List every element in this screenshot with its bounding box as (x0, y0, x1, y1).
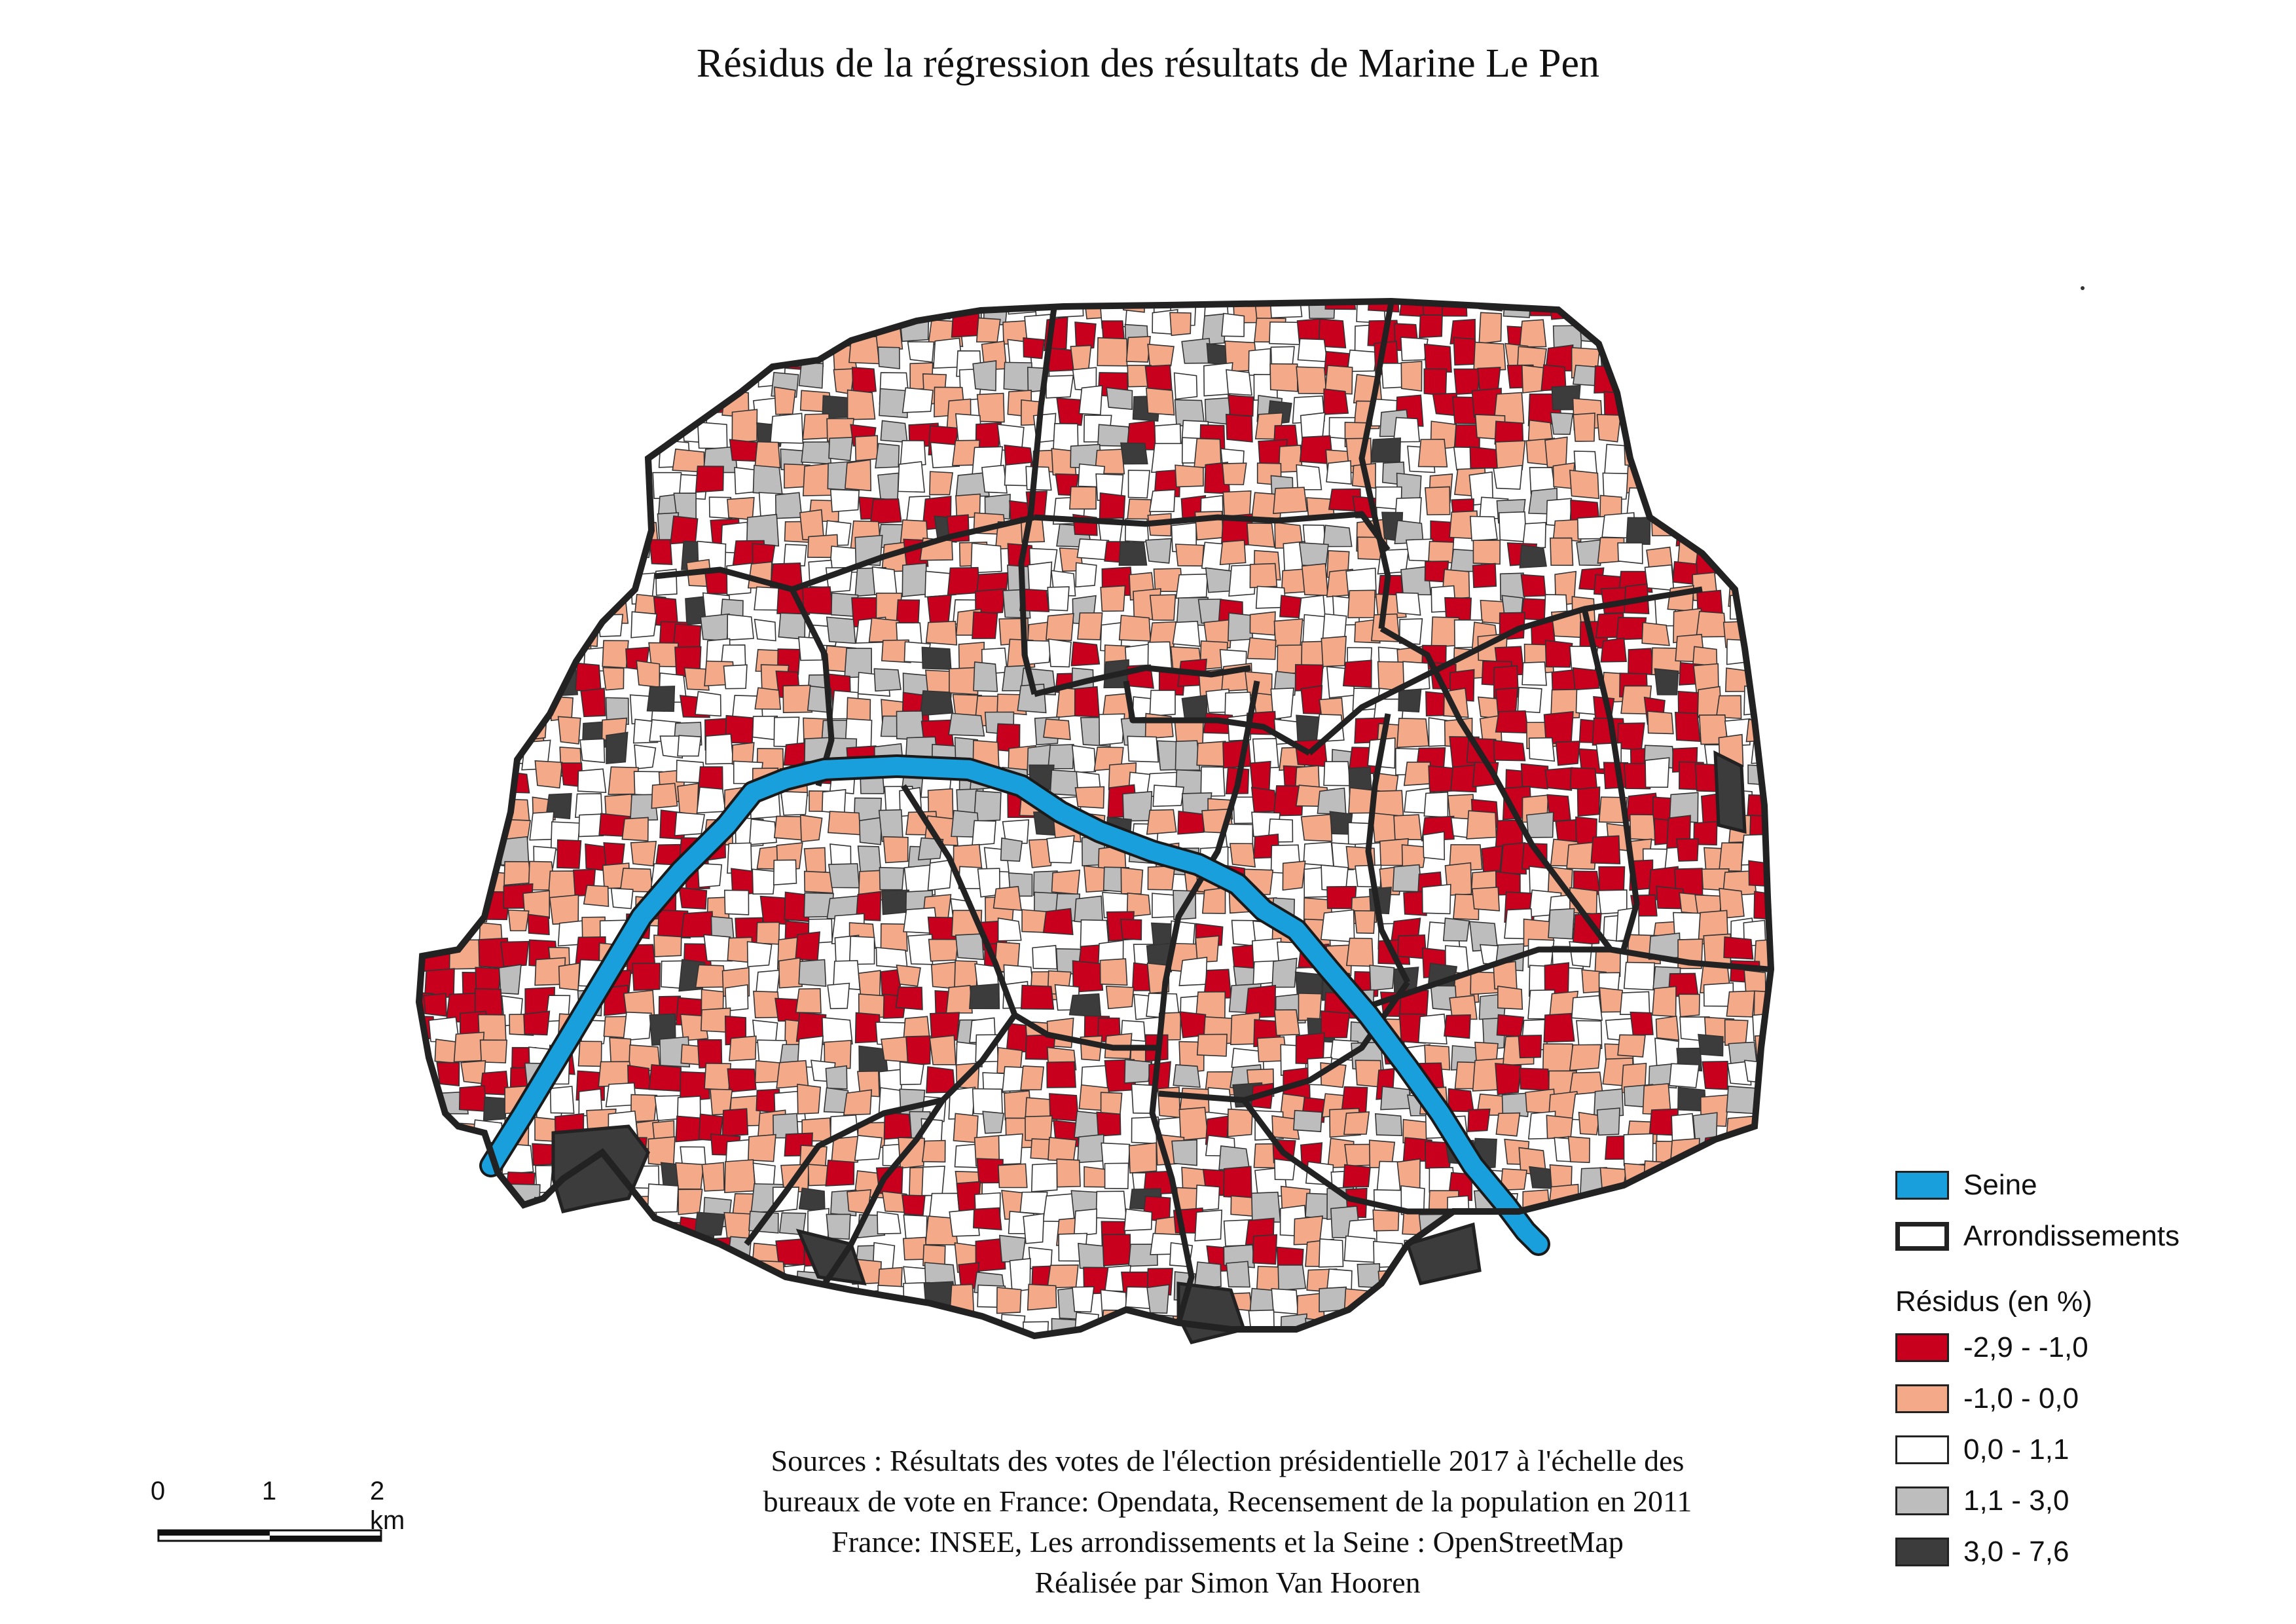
legend-class-label: -1,0 - 0,0 (1963, 1382, 2079, 1414)
legend-class-swatch (1895, 1384, 1949, 1413)
legend-class-label: 0,0 - 1,1 (1963, 1433, 2069, 1466)
scale-bar: 0 1 2 km (147, 1477, 422, 1555)
arrondissements-swatch (1895, 1222, 1949, 1251)
legend-seine: Seine (1895, 1169, 2037, 1202)
legend-arrondissements: Arrondissements (1895, 1220, 2179, 1253)
legend-class-swatch (1895, 1435, 1949, 1464)
map-title: Résidus de la régression des résultats d… (696, 41, 1600, 86)
legend-arrondissements-label: Arrondissements (1963, 1220, 2180, 1252)
sources-line: France: INSEE, Les arrondissements et la… (831, 1525, 1624, 1559)
credit-line: Réalisée par Simon Van Hooren (1034, 1566, 1421, 1599)
legend-class-label: 3,0 - 7,6 (1963, 1536, 2069, 1568)
scale-label-1: 1 (262, 1477, 277, 1505)
sources-line: Sources : Résultats des votes de l'élect… (771, 1444, 1685, 1477)
legend-class-4: 1,1 - 3,0 (1895, 1485, 2069, 1517)
legend-class-swatch (1895, 1486, 1949, 1515)
legend-class-label: -2,9 - -1,0 (1963, 1331, 2088, 1363)
legend-class-1: -2,9 - -1,0 (1895, 1331, 2088, 1364)
sources-text: Sources : Résultats des votes de l'élect… (589, 1441, 1866, 1603)
north-arrow-mark (2081, 286, 2085, 290)
legend-classes-title: Résidus (en %) (1895, 1285, 2092, 1318)
scale-label-0: 0 (151, 1477, 166, 1505)
scale-bar-graphic (157, 1529, 382, 1542)
legend-class-5: 3,0 - 7,6 (1895, 1536, 2069, 1568)
legend-class-swatch (1895, 1538, 1949, 1566)
legend-seine-label: Seine (1963, 1169, 2037, 1201)
legend-class-3: 0,0 - 1,1 (1895, 1433, 2069, 1466)
legend-class-swatch (1895, 1333, 1949, 1362)
sources-line: bureaux de vote en France: Opendata, Rec… (763, 1485, 1692, 1518)
legend-class-label: 1,1 - 3,0 (1963, 1485, 2069, 1517)
seine-swatch (1895, 1171, 1949, 1200)
legend-class-2: -1,0 - 0,0 (1895, 1382, 2079, 1415)
